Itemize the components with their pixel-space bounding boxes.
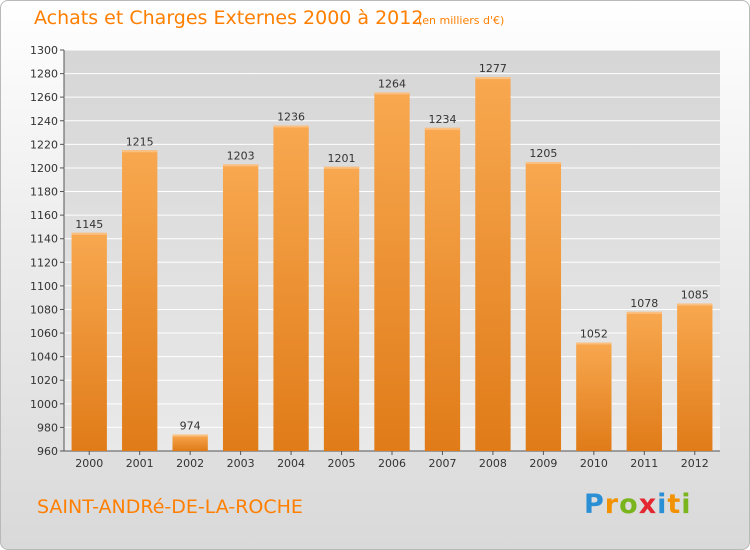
value-label: 1078 [630,297,658,310]
x-tick-label: 2009 [529,457,557,470]
logo-letter: i [657,489,668,520]
value-label: 1145 [75,218,103,231]
x-tick-label: 2003 [227,457,255,470]
y-tick-label: 1140 [30,233,58,246]
y-tick-label: 1040 [30,351,58,364]
bar-top-highlight [576,342,612,345]
y-tick-label: 1180 [30,186,58,199]
value-label: 1215 [126,135,154,148]
bar-top-highlight [172,434,208,437]
y-tick-label: 1200 [30,162,58,175]
value-label: 1201 [328,152,356,165]
bar-top-highlight [525,162,562,165]
bar [374,92,410,451]
proxiti-logo: Proxiti [584,489,692,520]
value-label: 1085 [681,289,709,302]
y-tick-label: 1060 [30,327,58,340]
labels: 960 980 1000 1020 1040 1060 1080 1100 1120 1140 11… [30,44,709,470]
y-tick-label: 1300 [30,44,58,57]
bar [273,125,309,451]
bar [222,164,259,451]
value-label: 1277 [479,62,507,75]
y-tick-label: 1120 [30,256,58,269]
chart-title: Achats et Charges Externes 2000 à 2012 [34,7,424,29]
bar [475,77,511,452]
logo-letter: t [667,489,682,520]
x-tick-label: 2008 [479,457,507,470]
x-tick-label: 2001 [126,457,154,470]
bar [172,434,208,451]
y-tick-label: 1220 [30,138,58,151]
bar-top-highlight [424,127,461,130]
chart-subtitle: (en milliers d'€) [418,14,505,27]
bars [71,77,713,452]
y-tick-label: 1240 [30,115,58,128]
x-tick-label: 2004 [277,457,305,470]
value-label: 1264 [378,77,406,90]
x-tick-label: 2002 [176,457,204,470]
bar [323,166,360,451]
x-tick-label: 2010 [580,457,608,470]
logo-letter: P [584,489,605,520]
x-tick-label: 2000 [75,457,103,470]
logo-letter: i [681,489,692,520]
x-tick-label: 2005 [328,457,356,470]
bar-top-highlight [374,92,410,95]
bar [626,311,662,451]
x-tick-label: 2012 [681,457,709,470]
bar-top-highlight [122,150,158,153]
logo-letter: x [638,489,658,520]
bar [677,303,713,451]
y-tick-label: 980 [37,421,58,434]
bar-top-highlight [475,77,511,80]
y-tick-label: 1160 [30,209,58,222]
y-tick-label: 1000 [30,398,58,411]
logo-letter: r [604,489,620,520]
x-tick-label: 2011 [630,457,658,470]
bar [525,162,562,451]
logo-letter: o [619,489,639,520]
y-tick-label: 960 [37,445,58,458]
y-tick-label: 1080 [30,303,58,316]
bar [576,342,612,451]
value-label: 1203 [227,149,255,162]
bar-top-highlight [626,311,662,314]
bar-top-highlight [677,303,713,306]
bar [122,150,158,451]
x-tick-label: 2006 [378,457,406,470]
value-label: 1234 [428,113,456,126]
y-tick-label: 1260 [30,91,58,104]
y-tick-label: 1280 [30,68,58,81]
y-tick-label: 1100 [30,280,58,293]
value-label: 1236 [277,110,305,123]
bar [71,232,107,451]
y-tick-label: 1020 [30,374,58,387]
value-label: 974 [180,419,201,432]
bar-top-highlight [71,232,107,235]
bar-top-highlight [273,125,309,128]
value-label: 1052 [580,327,608,340]
commune-name: SAINT-ANDRé-DE-LA-ROCHE [37,496,303,518]
bar-top-highlight [323,166,360,169]
bar [424,127,461,451]
x-tick-label: 2007 [428,457,456,470]
bar-top-highlight [222,164,259,167]
value-label: 1205 [529,147,557,160]
